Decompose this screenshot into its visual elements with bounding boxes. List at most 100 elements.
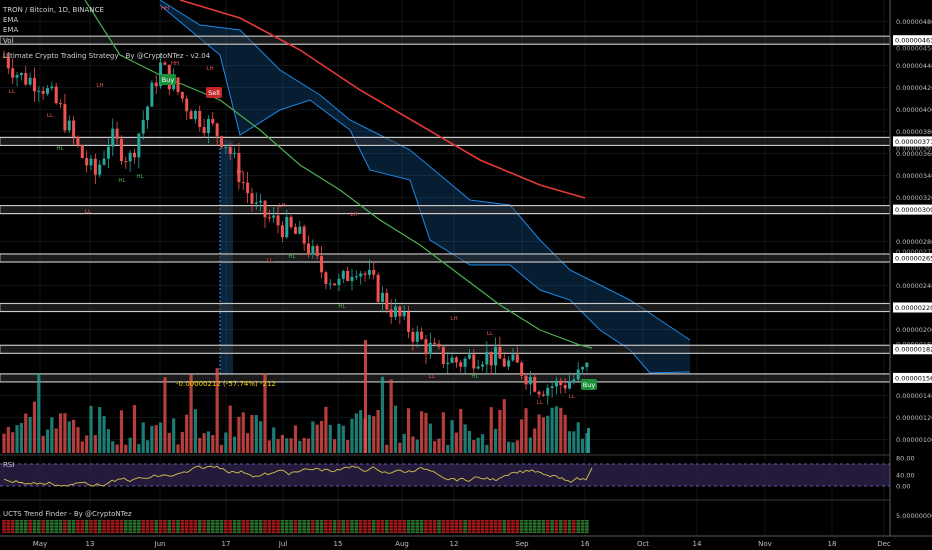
trend-bar (6, 520, 11, 533)
level-fill (0, 254, 890, 262)
trend-bar (71, 520, 76, 533)
trend-bar (337, 520, 341, 533)
candle-body (446, 362, 450, 365)
volume-bar (98, 407, 102, 453)
level-price-label: 0.00000182 (895, 346, 932, 354)
swing-label: LL (487, 331, 494, 337)
volume-bar (546, 415, 550, 453)
trend-bar (93, 520, 98, 533)
candle-body (124, 161, 128, 163)
candle-body (241, 182, 245, 184)
price-tick-label: 0.00000100 (896, 436, 932, 444)
volume-bar (380, 376, 385, 453)
sell-signal-label: Sell (208, 89, 220, 97)
trend-bar (228, 520, 232, 533)
rsi-tick-label: 0.00 (896, 483, 910, 491)
volume-bar (446, 444, 450, 453)
swing-label: LH (350, 212, 357, 218)
volume-bar (315, 424, 319, 453)
candle-body (133, 152, 136, 158)
volume-bar (215, 368, 219, 453)
volume-bar (228, 405, 232, 453)
x-tick-label: 13 (86, 540, 95, 548)
volume-bar (28, 416, 32, 453)
candle-body (272, 215, 276, 218)
volume-bar (250, 414, 254, 453)
level-fill (0, 374, 890, 382)
swing-label: HL (338, 304, 346, 310)
volume-bar (563, 414, 567, 453)
trend-bar (567, 520, 572, 533)
trend-bar (37, 520, 41, 533)
candle-body (546, 387, 550, 396)
level-fill (0, 138, 890, 145)
volume-bar (493, 428, 498, 453)
rsi-tick-label: 40.00 (896, 472, 915, 480)
candle-body (63, 104, 67, 131)
trend-bar (89, 520, 93, 533)
volume-bar (272, 427, 276, 453)
x-tick-label: 17 (222, 540, 231, 548)
volume-bar (198, 437, 202, 453)
candle-body (333, 283, 337, 286)
candle-body (367, 269, 371, 275)
volume-bar (359, 410, 363, 453)
swing-label: HL (471, 374, 479, 380)
candle-body (537, 391, 541, 395)
candle-body (198, 110, 202, 128)
volume-bar (515, 440, 519, 453)
trend-bar (541, 520, 546, 533)
trend-bar (110, 520, 115, 533)
candle-body (307, 243, 310, 255)
trend-bar (354, 520, 359, 533)
trend-bar (498, 520, 502, 533)
candle-body (341, 270, 345, 279)
volume-bar (15, 425, 19, 453)
candle-body (98, 164, 102, 175)
volume-bar (111, 441, 115, 453)
price-tick-label: 0.00000400 (896, 106, 932, 114)
candle-body (507, 360, 511, 367)
volume-bar (311, 421, 315, 453)
candle-body (550, 386, 554, 388)
candle-body (263, 200, 267, 218)
volume-bar (337, 423, 341, 453)
candle-body (102, 158, 106, 165)
volume-bar (572, 431, 576, 453)
candle-body (515, 354, 519, 363)
candle-body (254, 202, 258, 204)
volume-bar (533, 428, 537, 453)
volume-bar (302, 437, 306, 453)
volume-bar (367, 414, 371, 453)
volume-bar (585, 433, 589, 453)
candle-body (202, 127, 206, 134)
volume-bar (554, 406, 559, 453)
candle-body (80, 145, 84, 159)
volume-bar (524, 408, 528, 453)
trend-bar (324, 520, 328, 533)
signals: Buy Sell Buy HH HH LH LH LH LH LH LH HL HL HL HL LL LL LL… (9, 6, 597, 406)
candle-body (67, 120, 71, 131)
trend-bar (2, 520, 6, 533)
candle-body (415, 331, 419, 342)
candle-body (350, 276, 354, 281)
trend-bar (467, 520, 472, 533)
volume-bar (176, 444, 180, 453)
volume-bar (476, 437, 480, 453)
candle-body (280, 225, 284, 238)
volume-bar (520, 419, 524, 453)
candle-body (180, 92, 184, 99)
strategy-legend: Ultimate Crypto Trading Strategy - By @C… (3, 52, 211, 60)
candle-body (315, 246, 319, 256)
price-tick-label: 0.00000200 (896, 326, 932, 334)
candle-body (233, 152, 237, 154)
trend-bar (76, 520, 80, 533)
trend-bar (58, 520, 63, 533)
swing-label: LL (9, 89, 16, 95)
swing-label: LL (429, 374, 436, 380)
volume-bar (385, 444, 389, 453)
trend-bar (454, 520, 459, 533)
measure-band (220, 140, 233, 375)
candle-body (428, 342, 432, 355)
